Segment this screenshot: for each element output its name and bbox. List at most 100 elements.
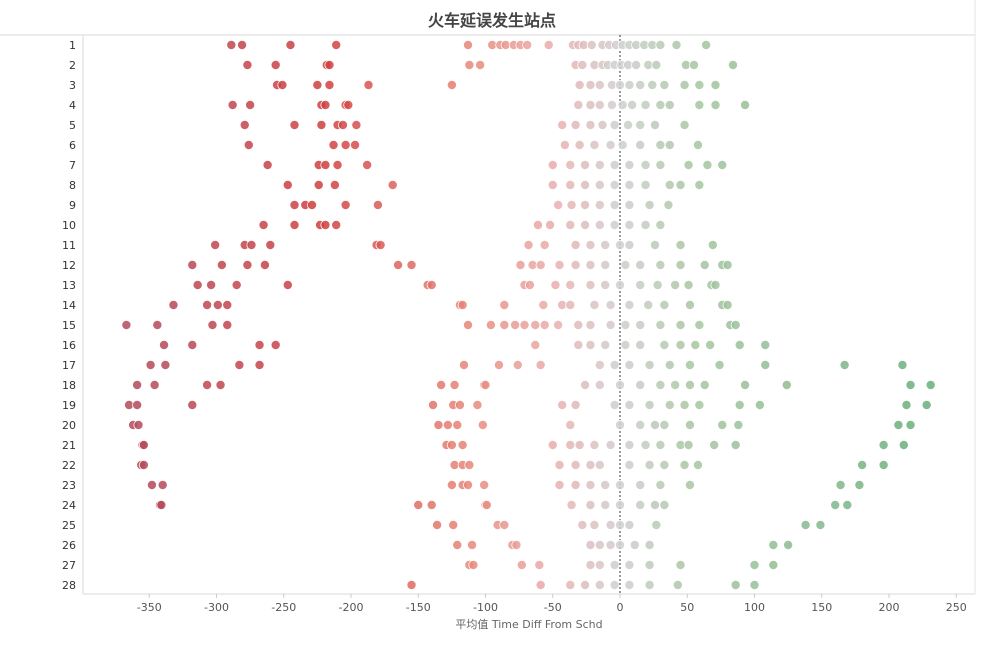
data-point[interactable] xyxy=(372,199,383,210)
data-point[interactable] xyxy=(522,40,533,51)
data-point[interactable] xyxy=(664,399,675,410)
data-point[interactable] xyxy=(426,499,437,510)
data-point[interactable] xyxy=(289,199,300,210)
data-point[interactable] xyxy=(710,100,721,111)
data-point[interactable] xyxy=(312,80,323,91)
data-point[interactable] xyxy=(285,40,296,51)
data-point[interactable] xyxy=(594,100,605,111)
data-point[interactable] xyxy=(585,239,596,250)
data-point[interactable] xyxy=(565,439,576,450)
data-point[interactable] xyxy=(635,319,646,330)
data-point[interactable] xyxy=(624,399,635,410)
data-point[interactable] xyxy=(242,60,253,71)
data-point[interactable] xyxy=(652,279,663,290)
data-point[interactable] xyxy=(649,239,660,250)
data-point[interactable] xyxy=(655,219,666,230)
data-point[interactable] xyxy=(589,139,600,150)
data-point[interactable] xyxy=(146,479,157,490)
data-point[interactable] xyxy=(659,499,670,510)
data-point[interactable] xyxy=(585,540,596,551)
data-point[interactable] xyxy=(690,339,701,350)
data-point[interactable] xyxy=(585,100,596,111)
data-point[interactable] xyxy=(202,379,213,390)
data-point[interactable] xyxy=(609,199,620,210)
data-point[interactable] xyxy=(192,279,203,290)
data-point[interactable] xyxy=(132,379,143,390)
data-point[interactable] xyxy=(362,159,373,170)
data-point[interactable] xyxy=(187,399,198,410)
data-point[interactable] xyxy=(446,439,457,450)
data-point[interactable] xyxy=(559,139,570,150)
data-point[interactable] xyxy=(925,379,936,390)
data-point[interactable] xyxy=(202,299,213,310)
data-point[interactable] xyxy=(215,379,226,390)
data-point[interactable] xyxy=(635,259,646,270)
data-point[interactable] xyxy=(597,120,608,131)
data-point[interactable] xyxy=(463,319,474,330)
data-point[interactable] xyxy=(479,479,490,490)
data-point[interactable] xyxy=(749,560,760,571)
data-point[interactable] xyxy=(714,359,725,370)
data-point[interactable] xyxy=(629,540,640,551)
data-point[interactable] xyxy=(594,219,605,230)
data-point[interactable] xyxy=(768,560,779,571)
data-point[interactable] xyxy=(898,439,909,450)
data-point[interactable] xyxy=(580,159,591,170)
data-point[interactable] xyxy=(463,40,474,51)
data-point[interactable] xyxy=(565,419,576,430)
data-point[interactable] xyxy=(580,379,591,390)
data-point[interactable] xyxy=(893,419,904,430)
data-point[interactable] xyxy=(306,199,317,210)
data-point[interactable] xyxy=(428,399,439,410)
data-point[interactable] xyxy=(545,219,556,230)
data-point[interactable] xyxy=(448,520,459,531)
data-point[interactable] xyxy=(329,179,340,190)
data-point[interactable] xyxy=(624,439,635,450)
data-point[interactable] xyxy=(606,100,617,111)
data-point[interactable] xyxy=(640,159,651,170)
data-point[interactable] xyxy=(594,159,605,170)
data-point[interactable] xyxy=(452,419,463,430)
data-point[interactable] xyxy=(343,100,354,111)
data-point[interactable] xyxy=(574,80,585,91)
data-point[interactable] xyxy=(624,159,635,170)
data-point[interactable] xyxy=(620,319,631,330)
data-point[interactable] xyxy=(566,199,577,210)
data-point[interactable] xyxy=(468,560,479,571)
data-point[interactable] xyxy=(659,339,670,350)
data-point[interactable] xyxy=(670,379,681,390)
data-point[interactable] xyxy=(573,100,584,111)
data-point[interactable] xyxy=(605,299,616,310)
data-point[interactable] xyxy=(226,40,237,51)
data-point[interactable] xyxy=(259,259,270,270)
data-point[interactable] xyxy=(635,419,646,430)
data-point[interactable] xyxy=(324,80,335,91)
data-point[interactable] xyxy=(570,259,581,270)
data-point[interactable] xyxy=(684,379,695,390)
data-point[interactable] xyxy=(830,499,841,510)
data-point[interactable] xyxy=(406,580,417,591)
data-point[interactable] xyxy=(589,439,600,450)
data-point[interactable] xyxy=(121,319,132,330)
data-point[interactable] xyxy=(589,520,600,531)
data-point[interactable] xyxy=(535,259,546,270)
data-point[interactable] xyxy=(901,399,912,410)
data-point[interactable] xyxy=(585,459,596,470)
data-point[interactable] xyxy=(644,199,655,210)
data-point[interactable] xyxy=(754,399,765,410)
data-point[interactable] xyxy=(524,279,535,290)
data-point[interactable] xyxy=(594,560,605,571)
data-point[interactable] xyxy=(565,179,576,190)
data-point[interactable] xyxy=(655,259,666,270)
data-point[interactable] xyxy=(187,339,198,350)
data-point[interactable] xyxy=(337,120,348,131)
data-point[interactable] xyxy=(600,279,611,290)
data-point[interactable] xyxy=(258,219,269,230)
data-point[interactable] xyxy=(580,199,591,210)
data-point[interactable] xyxy=(222,319,233,330)
data-point[interactable] xyxy=(332,159,343,170)
data-point[interactable] xyxy=(510,319,521,330)
data-point[interactable] xyxy=(511,540,522,551)
data-point[interactable] xyxy=(624,580,635,591)
data-point[interactable] xyxy=(594,540,605,551)
